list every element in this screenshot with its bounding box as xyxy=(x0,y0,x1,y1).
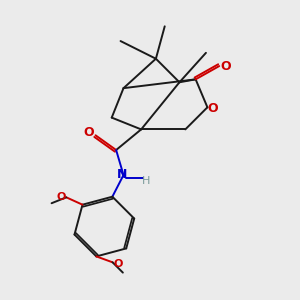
Text: O: O xyxy=(207,102,218,115)
Text: O: O xyxy=(56,192,66,202)
Text: H: H xyxy=(141,176,150,186)
Text: N: N xyxy=(117,168,127,181)
Text: O: O xyxy=(113,259,122,269)
Text: O: O xyxy=(220,60,231,73)
Text: O: O xyxy=(84,126,94,140)
